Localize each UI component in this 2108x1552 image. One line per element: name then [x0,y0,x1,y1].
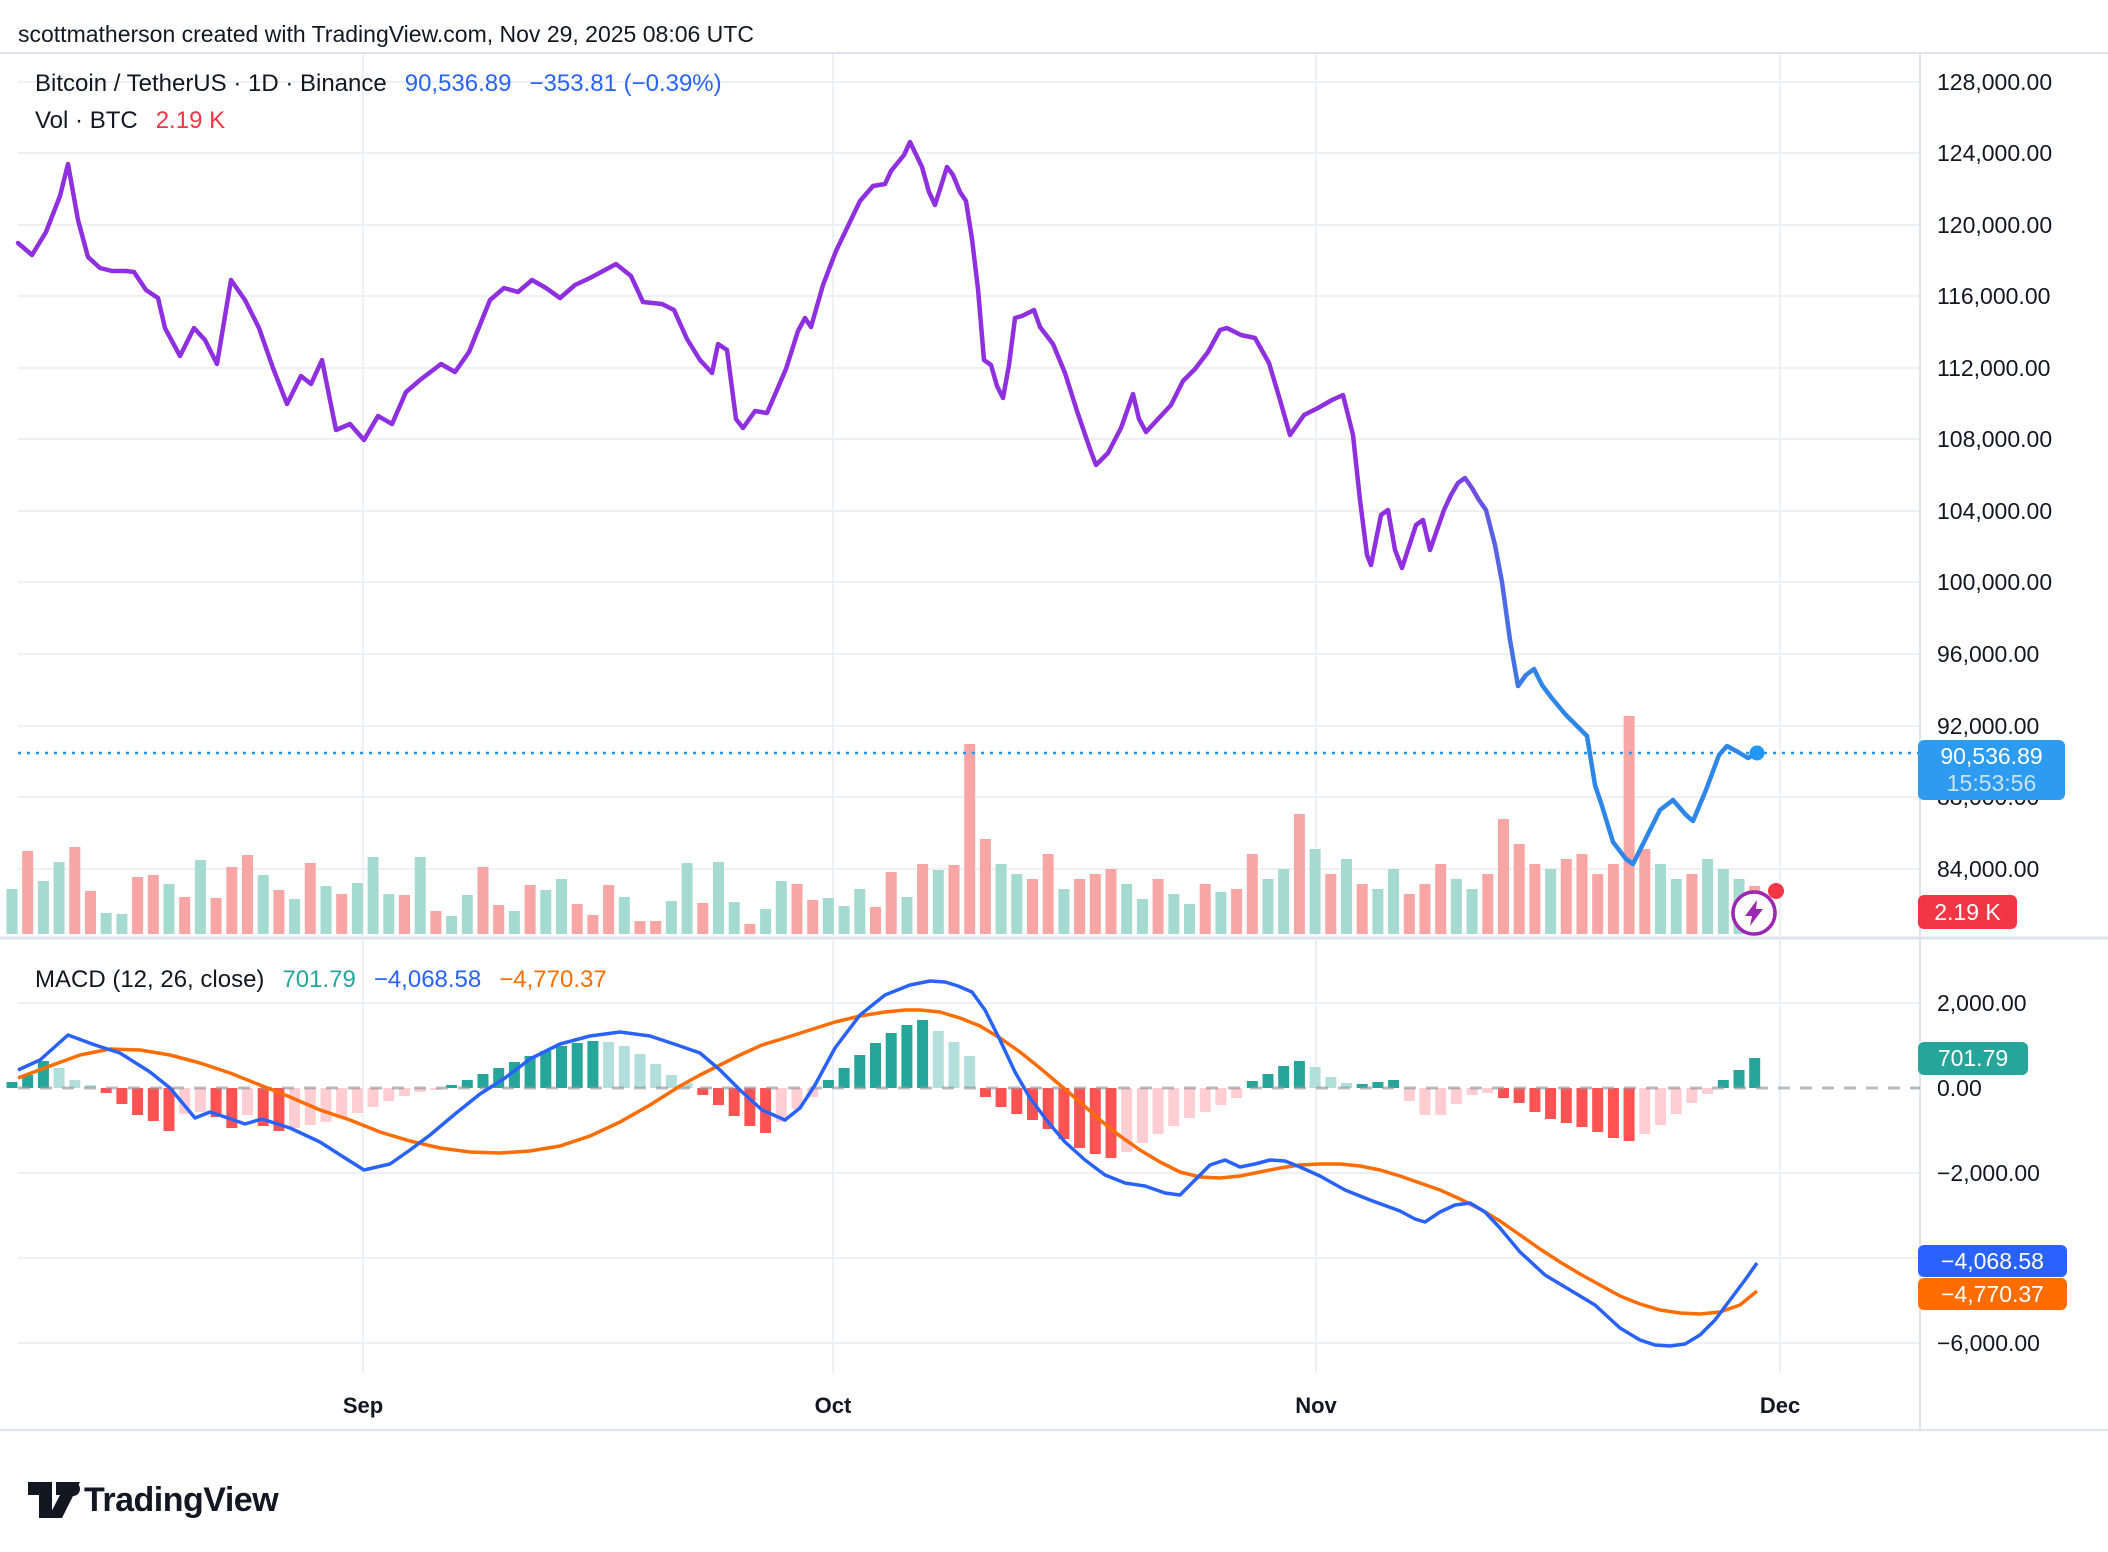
symbol-legend-row[interactable]: Bitcoin / TetherUS · 1D · Binance 90,536… [35,70,722,98]
price-tick-label: 112,000.00 [1937,355,2051,381]
macd-label: MACD (12, 26, close) [35,966,265,993]
macd-signal-value: −4,770.37 [499,966,607,993]
macd-tick-label: −6,000.00 [1937,1330,2040,1356]
attribution-text: scottmatherson created with TradingView.… [18,21,754,47]
volume-legend-row[interactable]: Vol · BTC 2.19 K [35,107,225,135]
macd-tick-label: 2,000.00 [1937,990,2027,1016]
price-tick-label: 84,000.00 [1937,856,2040,882]
price-tick-label: 120,000.00 [1937,212,2053,238]
symbol-title: Bitcoin / TetherUS · 1D · Binance [35,70,387,97]
price-tick-label: 108,000.00 [1937,426,2053,452]
price-tick-label: 96,000.00 [1937,641,2040,667]
macd-lines [17,979,1759,1348]
volume-badge: 2.19 K [1918,895,2017,929]
symbol-last-price: 90,536.89 [404,70,512,97]
macd-tick-label: 0.00 [1937,1075,1982,1101]
volume-badge-value: 2.19 K [1934,898,2001,925]
last-price-badge-value: 90,536.89 [1940,743,2043,769]
last-price-badge: 90,536.89 15:53:56 [1918,740,2065,800]
price-tick-label: 100,000.00 [1937,569,2053,595]
tradingview-brand-text: TradingView [84,1481,279,1519]
macd-legend-row[interactable]: MACD (12, 26, close) 701.79 −4,068.58 −4… [35,966,607,994]
macd-line-badge-value: −4,068.58 [1941,1247,2044,1274]
macd-hist-badge-value: 701.79 [1937,1045,2009,1071]
price-tick-label: 92,000.00 [1937,713,2040,739]
price-tick-label: 104,000.00 [1937,498,2053,524]
countdown-timer: 15:53:56 [1946,770,2037,796]
tradingview-logo-icon [28,1482,80,1518]
macd-hist-badge: 701.79 [1918,1042,2028,1075]
volume-bars [6,716,1761,934]
month-tick-label: Nov [1295,1393,1337,1418]
month-tick-label: Dec [1759,1393,1801,1418]
flash-boost-icon[interactable] [1731,883,1784,936]
gridlines [18,53,1920,1373]
macd-hist-value: 701.79 [282,966,356,993]
symbol-change: −353.81 (−0.39%) [529,70,722,97]
month-tick-label: Oct [814,1393,852,1418]
macd-tick-label: −2,000.00 [1937,1160,2040,1186]
month-tick-label: Sep [342,1393,384,1418]
price-tick-label: 128,000.00 [1937,69,2053,95]
pane-borders [0,52,2108,1431]
price-tick-label: 124,000.00 [1937,140,2053,166]
price-line-series [15,139,1765,867]
macd-histogram [6,1020,1920,1158]
macd-signal-badge-value: −4,770.37 [1941,1280,2044,1307]
volume-label: Vol · BTC [35,107,138,134]
volume-value: 2.19 K [155,107,226,134]
macd-signal-badge: −4,770.37 [1918,1278,2067,1310]
price-tick-label: 116,000.00 [1937,283,2051,309]
macd-line-badge: −4,068.58 [1918,1245,2067,1277]
macd-line-value: −4,068.58 [373,966,482,993]
